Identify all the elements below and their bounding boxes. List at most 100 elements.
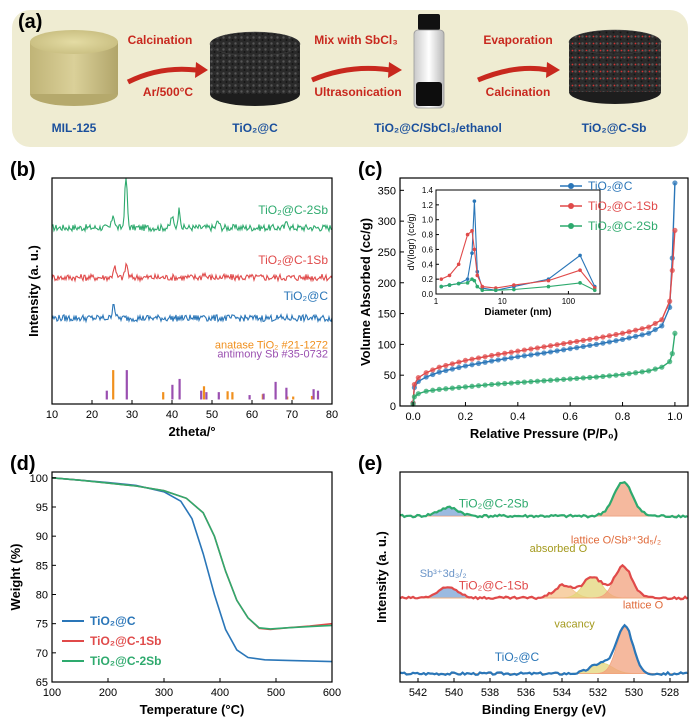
inset-point [493,288,498,293]
bet-point [508,380,514,386]
bet-point [639,326,645,332]
bet-point [456,359,462,365]
tga-ytick-label: 95 [36,502,48,514]
bet-point [436,369,442,375]
inset-point [512,287,516,292]
bet-point [652,326,658,333]
bet-point [443,362,449,369]
bet-y-axis-label: Volume Absorbed (cc/g) [358,218,373,366]
bet-point [411,381,417,388]
xps-xtick-label: 528 [661,687,679,699]
bet-point [606,339,613,345]
bet-point [456,364,462,371]
bet-point [626,371,632,377]
bet-point [593,341,599,347]
bet-point [547,349,554,355]
inset-ytick-label: 1.2 [422,201,434,210]
tga-line-series [51,477,333,631]
bet-point [489,352,495,359]
charts: TiO₂@C-2Sb TiO₂@C-1Sb TiO₂@C anatase TiO₂ #… [8,177,689,717]
inset-point [439,277,444,281]
bet-point [554,342,560,348]
inset-point [447,283,452,287]
inset-point [578,281,582,285]
tga-ytick-label: 100 [30,473,48,485]
vial-icon [413,14,445,109]
bet-point [502,350,508,356]
bet-point [554,377,560,383]
bet-point [528,379,534,385]
bet-point [606,333,613,339]
bet-point [567,346,573,352]
bet-point [554,348,560,354]
inset-point [472,199,477,203]
xrd-reference-label: anatase TiO₂ #21-1272 [215,340,328,352]
inset-xtick-label: 1 [434,297,439,306]
xps-component-label: absorbed O [530,543,588,555]
bet-point [469,383,475,389]
bet-ytick-label: 0 [390,401,396,413]
tga-ytick-label: 65 [36,677,48,689]
xrd-xtick-label: 70 [286,409,298,421]
bet-point [561,341,567,347]
tga-xtick-label: 100 [43,687,61,699]
xps-series-label: TiO₂@C-2Sb [459,497,529,511]
bet-point [541,378,547,384]
inset-point [465,277,470,281]
xrd-xtick-label: 40 [166,409,178,421]
tga-ytick-label: 70 [36,648,48,660]
bet-point [502,356,508,362]
xps-xtick-label: 538 [481,687,499,699]
tga-ytick-label: 75 [36,619,48,631]
inset-point [475,273,480,278]
bet-ytick-label: 250 [378,247,396,259]
bet-point [547,343,554,349]
bet-point [534,345,541,351]
stage-label-tio2c-sb: TiO₂@C-Sb [582,121,647,135]
bet-point [430,371,436,378]
bet-legend-label: TiO₂@C [588,179,633,193]
inset-point [470,251,474,255]
bet-point [561,347,567,353]
tga-legend-label: TiO₂@C [90,614,136,628]
panel-a-background [12,10,688,147]
bet-point [667,359,673,365]
bet-point [600,373,606,380]
inset-ytick-label: 1.4 [422,186,434,195]
bet-point [430,367,436,373]
bet-point [619,330,626,336]
bet-point [652,320,658,327]
bet-point [449,366,455,372]
bet-point [667,304,673,311]
tga-legend-label: TiO₂@C-1Sb [90,634,161,648]
bet-point [619,336,626,343]
inset-point [578,268,582,273]
bet-point [469,356,475,362]
inset-point [592,288,597,293]
bet-point [521,379,527,385]
xrd-line-series [51,304,333,324]
tga-ytick-label: 80 [36,590,48,602]
inset-point [470,229,474,233]
bet-point [462,357,469,363]
bet-point [482,382,488,388]
bet-point [502,380,508,387]
bet-point [415,375,421,381]
inset-point [472,247,477,252]
bet-point [633,370,639,376]
bet-point [613,372,619,378]
bet-point [475,360,482,367]
xrd-line-series [51,262,333,283]
bet-legend-marker [568,223,574,229]
bet-point [469,362,475,368]
bet-point [462,384,469,390]
bet-point [528,346,534,352]
arrow2-bottom-label: Ultrasonication [314,85,401,99]
bet-point [541,350,547,356]
bet-point [626,335,632,341]
bet-point [580,343,586,350]
tga-x-axis-label: Temperature (°C) [140,702,245,717]
bet-point [626,329,632,335]
bet-point [600,340,606,346]
